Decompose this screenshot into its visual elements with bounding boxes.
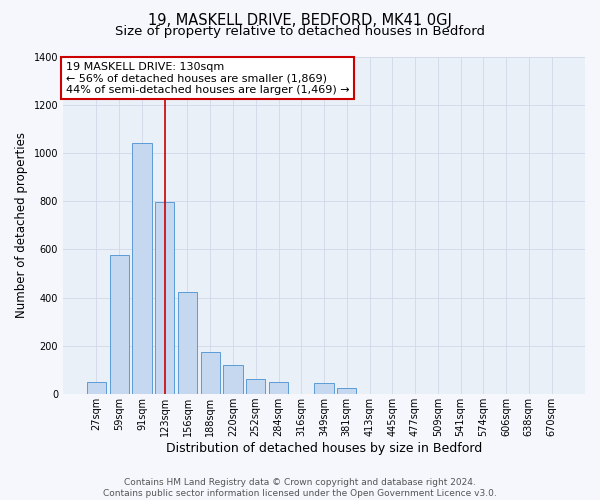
Text: Size of property relative to detached houses in Bedford: Size of property relative to detached ho… bbox=[115, 25, 485, 38]
Bar bbox=[200, 352, 220, 394]
Text: 19, MASKELL DRIVE, BEDFORD, MK41 0GJ: 19, MASKELL DRIVE, BEDFORD, MK41 0GJ bbox=[148, 12, 452, 28]
Bar bbox=[269, 382, 288, 394]
X-axis label: Distribution of detached houses by size in Bedford: Distribution of detached houses by size … bbox=[166, 442, 482, 455]
Bar bbox=[87, 382, 106, 394]
Y-axis label: Number of detached properties: Number of detached properties bbox=[15, 132, 28, 318]
Bar bbox=[314, 382, 334, 394]
Bar bbox=[132, 144, 152, 394]
Text: 19 MASKELL DRIVE: 130sqm
← 56% of detached houses are smaller (1,869)
44% of sem: 19 MASKELL DRIVE: 130sqm ← 56% of detach… bbox=[65, 62, 349, 95]
Bar bbox=[155, 202, 175, 394]
Text: Contains HM Land Registry data © Crown copyright and database right 2024.
Contai: Contains HM Land Registry data © Crown c… bbox=[103, 478, 497, 498]
Bar bbox=[223, 365, 242, 394]
Bar bbox=[246, 379, 265, 394]
Bar bbox=[110, 256, 129, 394]
Bar bbox=[178, 292, 197, 394]
Bar bbox=[337, 388, 356, 394]
